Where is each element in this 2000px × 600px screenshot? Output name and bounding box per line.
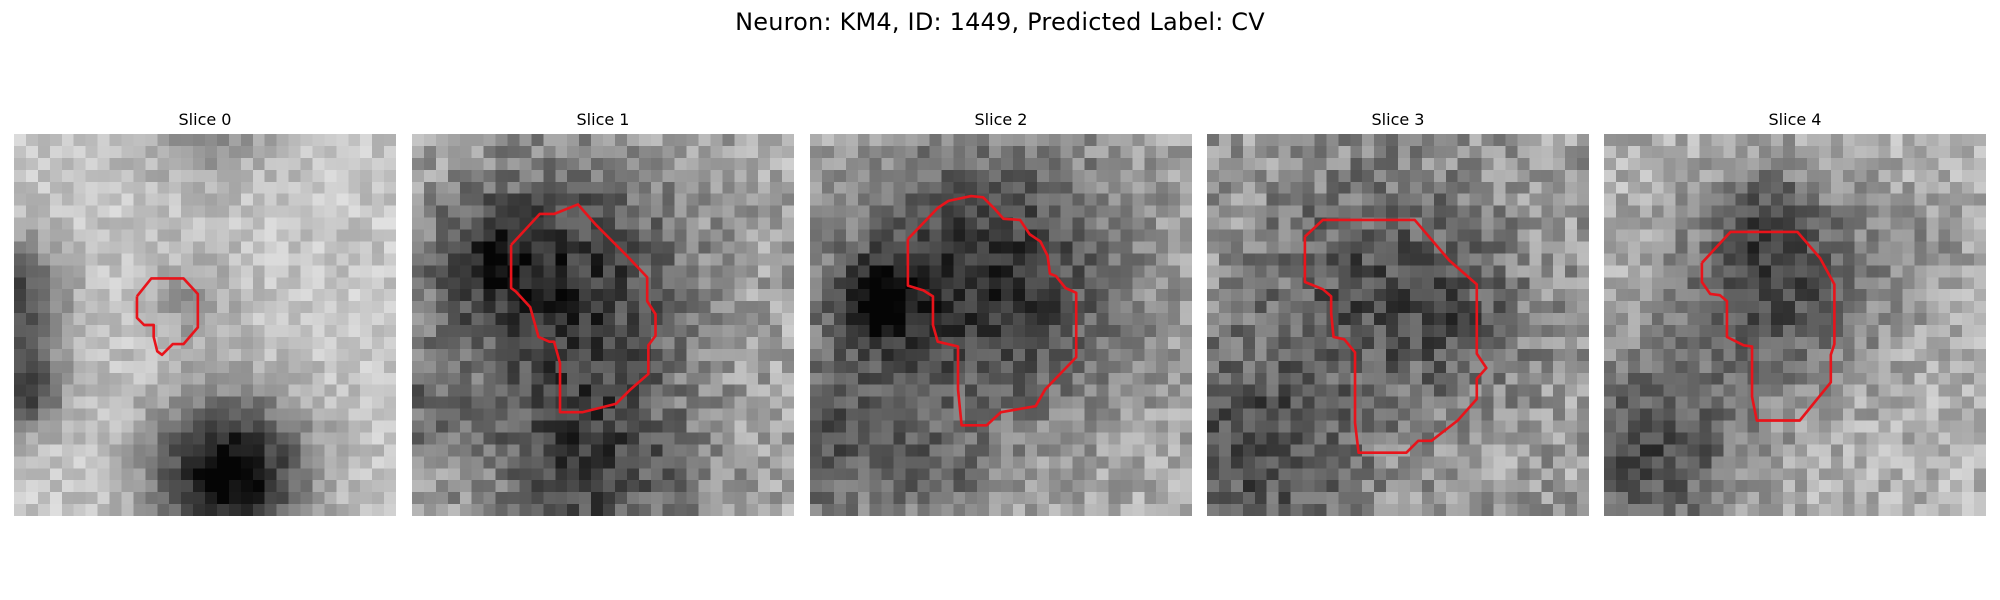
slice-title-3: Slice 3 bbox=[1371, 110, 1425, 129]
roi-contour-outline bbox=[135, 277, 200, 357]
slice-title-4: Slice 4 bbox=[1768, 110, 1822, 129]
grayscale-slice-image bbox=[1604, 134, 1986, 516]
roi-contour-outline bbox=[906, 194, 1078, 427]
slice-image-1 bbox=[412, 134, 794, 516]
grayscale-slice-image bbox=[14, 134, 396, 516]
grayscale-slice-image bbox=[1207, 134, 1589, 516]
slice-title-2: Slice 2 bbox=[974, 110, 1028, 129]
roi-contour-outline bbox=[1303, 218, 1488, 455]
pixel-grid bbox=[1604, 134, 1986, 516]
slice-panel-0: Slice 0 bbox=[14, 108, 396, 518]
slice-image-0 bbox=[14, 134, 396, 516]
pixel-grid bbox=[412, 134, 794, 516]
pixel-grid bbox=[1207, 134, 1589, 516]
roi-contour-outline bbox=[1700, 230, 1836, 422]
slice-title-0: Slice 0 bbox=[178, 110, 232, 129]
pixel-grid bbox=[14, 134, 396, 516]
grayscale-slice-image bbox=[412, 134, 794, 516]
slice-panel-1: Slice 1 bbox=[412, 108, 794, 518]
slice-image-2 bbox=[810, 134, 1192, 516]
slice-image-3 bbox=[1207, 134, 1589, 516]
slice-panel-2: Slice 2 bbox=[810, 108, 1192, 518]
pixel-grid bbox=[810, 134, 1192, 516]
figure-title: Neuron: KM4, ID: 1449, Predicted Label: … bbox=[735, 8, 1265, 36]
grayscale-slice-image bbox=[810, 134, 1192, 516]
slice-title-1: Slice 1 bbox=[576, 110, 630, 129]
roi-contour-outline bbox=[509, 203, 657, 414]
slice-panel-4: Slice 4 bbox=[1604, 108, 1986, 518]
slice-image-4 bbox=[1604, 134, 1986, 516]
slice-panel-3: Slice 3 bbox=[1207, 108, 1589, 518]
